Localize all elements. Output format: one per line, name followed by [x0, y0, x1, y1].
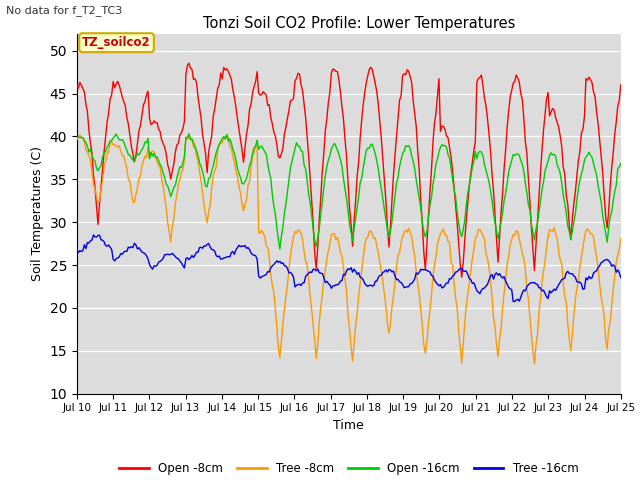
X-axis label: Time: Time: [333, 419, 364, 432]
Text: No data for f_T2_TC3: No data for f_T2_TC3: [6, 5, 123, 16]
Title: Tonzi Soil CO2 Profile: Lower Temperatures: Tonzi Soil CO2 Profile: Lower Temperatur…: [204, 16, 516, 31]
Y-axis label: Soil Temperatures (C): Soil Temperatures (C): [31, 146, 44, 281]
Text: TZ_soilco2: TZ_soilco2: [82, 36, 151, 49]
Legend: Open -8cm, Tree -8cm, Open -16cm, Tree -16cm: Open -8cm, Tree -8cm, Open -16cm, Tree -…: [115, 457, 583, 480]
